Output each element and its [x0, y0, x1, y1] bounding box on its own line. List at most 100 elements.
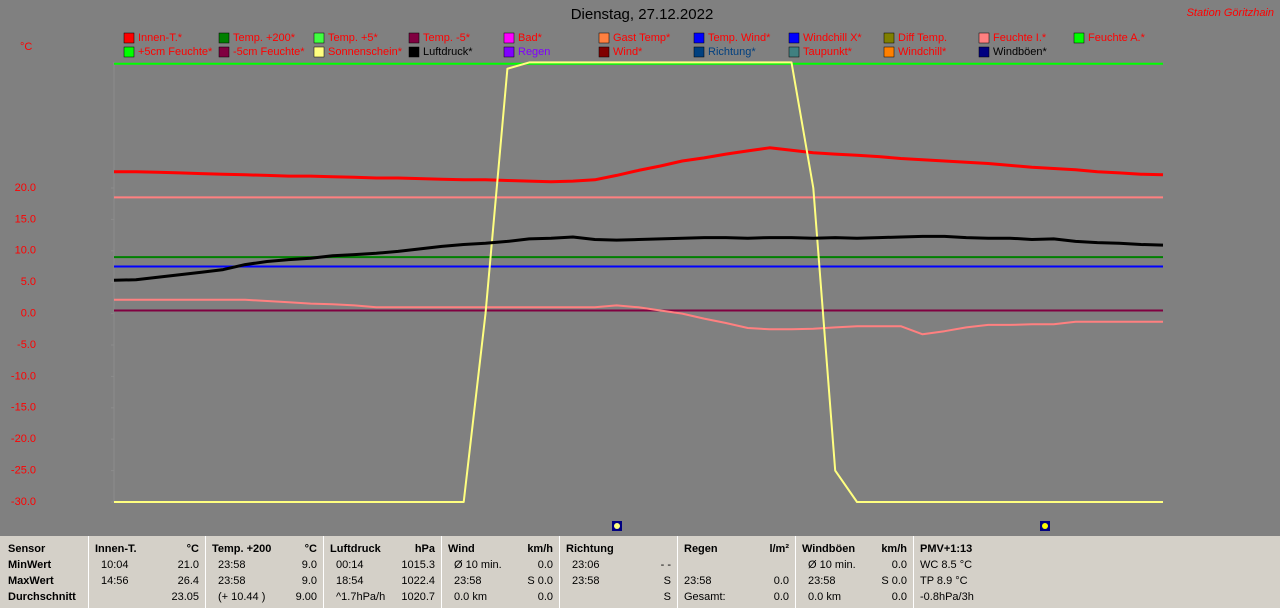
legend-label: Temp. +200*	[233, 32, 296, 44]
stat-time: 23:58	[572, 575, 600, 587]
stat-value: 23.05	[171, 591, 199, 603]
y-tick-label: -5.0	[17, 339, 36, 351]
series-line	[113, 234, 1164, 282]
y-tick-label: 15.0	[15, 213, 36, 225]
stat-time: (+ 10.44 )	[218, 591, 266, 603]
sun-icon	[612, 521, 622, 531]
legend-swatch	[218, 46, 230, 58]
legend-swatch	[883, 32, 895, 44]
stat-value: S 0.0	[527, 575, 553, 587]
y-tick-label: -10.0	[11, 370, 36, 382]
row-label: Sensor	[8, 543, 46, 555]
legend-label: Feuchte A.*	[1088, 32, 1146, 44]
statistics-panel: Sensor MinWert MaxWert Durchschnitt Innen-T.…	[0, 536, 1280, 608]
stat-time: 10:04	[101, 559, 129, 571]
legend-label: Luftdruck*	[423, 46, 473, 58]
stat-column: Luftdruck hPa 00:14 1015.3 18:54 1022.4 ^1.7hP…	[323, 536, 441, 608]
legend-label: Regen	[518, 46, 550, 58]
stat-time: 0.0 km	[454, 591, 488, 603]
legend-label: Windböen*	[993, 46, 1048, 58]
stat-value: S	[663, 591, 671, 603]
stat-value: 0.0	[891, 591, 907, 603]
column-unit: km/h	[527, 543, 553, 555]
y-axis-label: °C	[20, 41, 32, 53]
stat-time: Gesamt:	[684, 591, 726, 603]
legend-swatch	[313, 46, 325, 58]
legend-label: Gast Temp*	[613, 32, 671, 44]
stat-column: PMV+1:13 WC 8.5 °C TP 8.9 °C -0.8hPa/3h	[913, 536, 1280, 608]
stat-time: Ø 10 min.	[808, 559, 856, 571]
legend-swatch	[1073, 32, 1085, 44]
row-label: Durchschnitt	[8, 591, 76, 603]
station-name: Station Göritzhain	[1187, 7, 1274, 19]
legend-label: Innen-T.*	[138, 32, 183, 44]
stat-time: 14:56	[101, 575, 129, 587]
column-unit: °C	[186, 543, 199, 555]
y-tick-label: -25.0	[11, 465, 36, 477]
stat-value: 1015.3	[401, 559, 435, 571]
stat-time: 0.0 km	[808, 591, 842, 603]
legend-label: +5cm Feuchte*	[138, 46, 213, 58]
y-tick-label: -30.0	[11, 496, 36, 508]
stat-time: 23:58	[808, 575, 836, 587]
moon-icon	[1040, 521, 1050, 531]
legend-label: Windchill*	[898, 46, 947, 58]
stat-time: 23:06	[572, 559, 600, 571]
stat-value: 0.0	[891, 559, 907, 571]
series-line	[114, 61, 1163, 503]
legend-label: Wind*	[613, 46, 643, 58]
y-tick-label: 10.0	[15, 245, 36, 257]
legend-swatch	[788, 46, 800, 58]
legend-swatch	[218, 32, 230, 44]
legend-label: Temp. Wind*	[708, 32, 771, 44]
stat-value: 0.0	[773, 591, 789, 603]
legend-label: Sonnenschein*	[328, 46, 403, 58]
stat-value: 26.4	[177, 575, 199, 587]
column-title: PMV+1:13	[920, 543, 973, 555]
stat-time: 00:14	[336, 559, 364, 571]
row-label: MaxWert	[8, 575, 54, 587]
stat-value: 9.0	[301, 575, 317, 587]
stat-value: 1020.7	[401, 591, 435, 603]
stat-time: 18:54	[336, 575, 364, 587]
column-unit: °C	[304, 543, 317, 555]
column-unit: l/m²	[769, 543, 789, 555]
stat-value: TP 8.9 °C	[920, 575, 968, 587]
legend-swatch	[883, 46, 895, 58]
stat-value: 0.0	[773, 575, 789, 587]
stat-time: 23:58	[218, 575, 246, 587]
legend-label: Temp. -5*	[423, 32, 471, 44]
stat-column: Windböen km/h Ø 10 min. 0.0 23:58 S 0.0 0.0 km…	[795, 536, 913, 608]
stat-column: Regen l/m² 23:58 0.0 Gesamt: 0.0	[677, 536, 795, 608]
legend-label: -5cm Feuchte*	[233, 46, 305, 58]
stat-value: - -	[660, 559, 671, 571]
stat-value: 9.00	[295, 591, 317, 603]
stat-column: Innen-T. °C 10:04 21.0 14:56 26.4 23.05	[88, 536, 205, 608]
stat-time: 23:58	[218, 559, 246, 571]
column-title: Regen	[684, 543, 718, 555]
legend-swatch	[503, 32, 515, 44]
chart: Dienstag, 27.12.2022 Station Göritzhain …	[11, 6, 1274, 531]
stat-time: Ø 10 min.	[454, 559, 502, 571]
stat-value: WC 8.5 °C	[920, 559, 973, 571]
legend-label: Bad*	[518, 32, 543, 44]
column-title: Windböen	[802, 543, 856, 555]
series-line	[114, 146, 1164, 184]
legend-swatch	[123, 32, 135, 44]
stat-column: Richtung 23:06 - - 23:58 S S	[559, 536, 677, 608]
column-title: Innen-T.	[95, 543, 137, 555]
legend-swatch	[693, 32, 705, 44]
legend-label: Diff Temp.	[898, 32, 947, 44]
stat-value: -0.8hPa/3h	[920, 591, 974, 603]
stat-value: 0.0	[537, 591, 553, 603]
y-tick-label: 5.0	[21, 276, 36, 288]
stat-value: 1022.4	[401, 575, 435, 587]
stat-value: S	[663, 575, 671, 587]
column-unit: km/h	[881, 543, 907, 555]
stat-time: ^1.7hPa/h	[336, 591, 386, 603]
column-title: Richtung	[566, 543, 614, 555]
legend-label: Windchill X*	[803, 32, 862, 44]
chart-title: Dienstag, 27.12.2022	[571, 6, 714, 23]
series-line	[114, 298, 1163, 336]
column-unit: hPa	[414, 543, 435, 555]
